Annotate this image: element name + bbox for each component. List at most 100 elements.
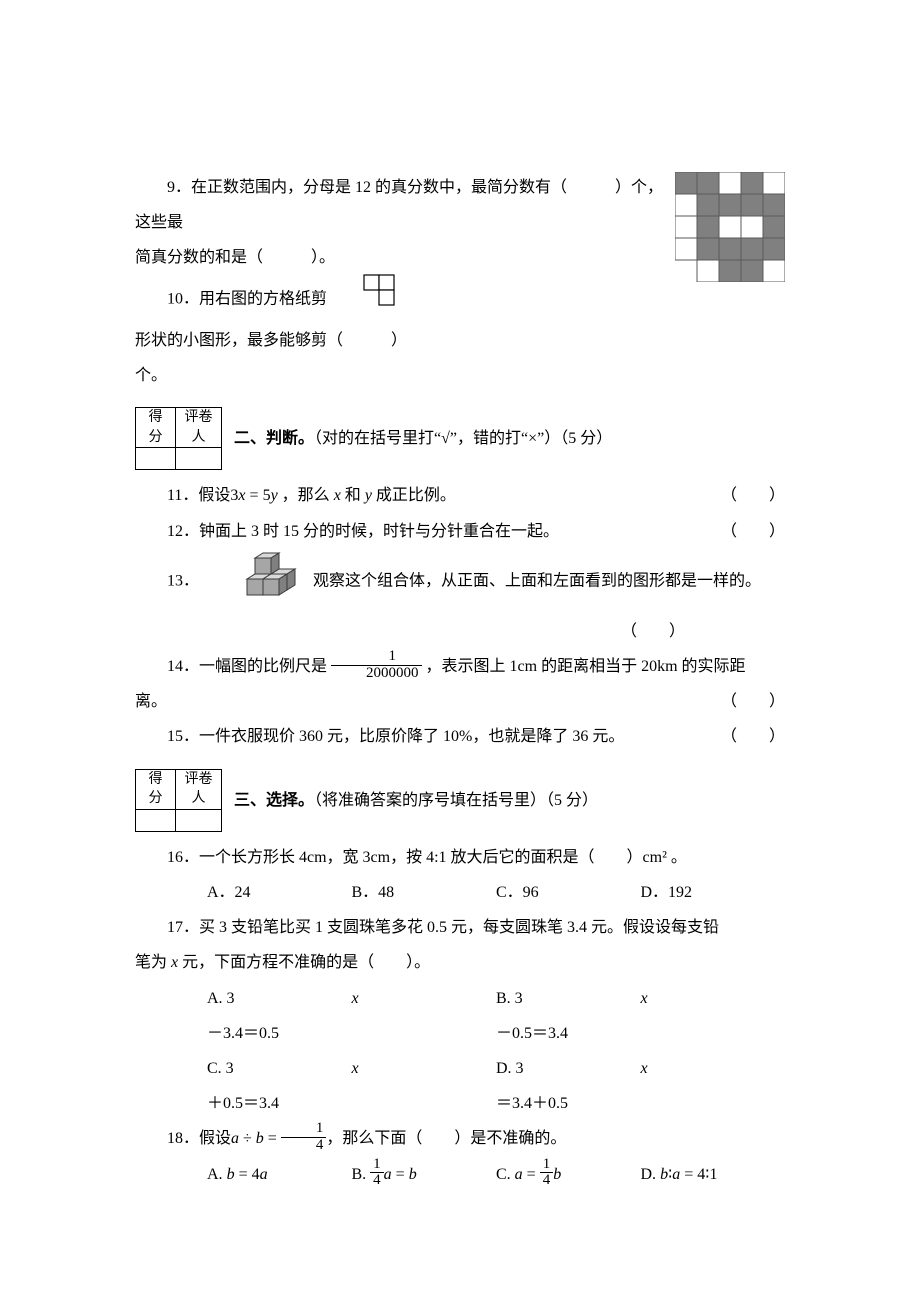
grader-label: 评卷人 (176, 408, 222, 448)
v: b (660, 1166, 668, 1183)
q18-eq: = (264, 1130, 281, 1147)
t: 1 (709, 1166, 717, 1183)
question-14-line2: 离。 （ ） (135, 684, 785, 719)
question-18: 18．假设a ÷ b = 1 4 ，那么下面（ ）是不准确的。 (135, 1121, 785, 1156)
grader-label: 评卷人 (176, 769, 222, 809)
q10-post: 形状的小图形，最多能够剪（ ） (135, 332, 407, 349)
score-label: 得 分 (136, 769, 176, 809)
q11-x: x (238, 487, 245, 504)
q18-post: ，那么下面（ ）是不准确的。 (326, 1130, 566, 1147)
cube-figure-icon (209, 549, 303, 614)
section-3-title: 三、选择。（将准确答案的序号填在括号里）（5 分） (234, 783, 598, 818)
q11-eq: = (246, 487, 263, 504)
q18-b: b (256, 1130, 264, 1147)
t: = (392, 1166, 409, 1183)
q14-fraction: 1 2000000 (331, 649, 422, 682)
q14-mid: ，表示图上 1cm 的距离相当于 20km 的实际距 (426, 658, 746, 675)
v: b (227, 1166, 235, 1183)
question-12: 12．钟面上 3 时 15 分的时候，时针与分针重合在一起。 （ ） (135, 514, 785, 549)
t: A. (207, 1166, 227, 1183)
grader-cell (176, 448, 222, 470)
q18-opt-d: D. b∶a = 4∶1 (641, 1157, 786, 1192)
q9-text-1: 9．在正数范围内，分母是 12 的真分数中，最简分数有（ ）个，这些最 (135, 179, 663, 231)
v: x (352, 1051, 497, 1086)
q11-y2: y (365, 487, 372, 504)
question-17-line2: 笔为 x 元，下面方程不准确的是（ ）。 (135, 945, 785, 980)
question-17: 17．买 3 支铅笔比买 1 支圆珠笔多花 0.5 元，每支圆珠笔 3.4 元。… (135, 910, 785, 945)
q11-5: 5 (263, 487, 271, 504)
score-label: 得 分 (136, 408, 176, 448)
score-cell (136, 448, 176, 470)
t: = 4 (235, 1166, 260, 1183)
t: A. 3 (207, 981, 352, 1016)
t: C. (496, 1166, 515, 1183)
q14-line2: 离。 (135, 693, 167, 710)
q17-opt-a: A. 3x －3.4＝0.5 (207, 981, 496, 1051)
q14-den: 2000000 (331, 666, 422, 682)
section-2-title: 二、判断。（对的在括号里打“√”，错的打“×”）（5 分） (234, 421, 612, 456)
n: 1 (370, 1157, 384, 1174)
q18-opt-c: C. a = 14b (496, 1157, 641, 1192)
q15-text: 15．一件衣服现价 360 元，比原价降了 10%，也就是降了 36 元。 (167, 728, 624, 745)
q18-div: ÷ (239, 1130, 256, 1147)
v: b (553, 1166, 561, 1183)
t: C. 3 (207, 1051, 352, 1086)
section-3-header: 得 分 评卷人 三、选择。（将准确答案的序号填在括号里）（5 分） (135, 769, 785, 832)
q17-opt-b: B. 3x －0.5＝3.4 (496, 981, 785, 1051)
q18-opt-a: A. b = 4a (207, 1157, 352, 1192)
q10-pre: 10．用右图的方格纸剪 (167, 290, 331, 307)
d: 4 (370, 1173, 384, 1189)
q16-options: A．24 B．48 C．96 D．192 (135, 875, 785, 910)
t: ＝3.4＋0.5 (496, 1086, 641, 1121)
sec3-note: （将准确答案的序号填在括号里）（5 分） (314, 792, 598, 809)
q18-den: 4 (281, 1138, 327, 1154)
t: B. 3 (496, 981, 641, 1016)
q18-opt-b: B. 14a = b (352, 1157, 497, 1192)
v: x (641, 1051, 786, 1086)
q17-line1: 17．买 3 支铅笔比买 1 支圆珠笔多花 0.5 元，每支圆珠笔 3.4 元。… (167, 919, 719, 936)
q13-paren: （ ） (621, 623, 685, 640)
q17-opt-d: D. 3x ＝3.4＋0.5 (496, 1051, 785, 1121)
q13-pre: 13． (167, 572, 199, 589)
q16-opt-a: A．24 (207, 875, 352, 910)
q14-pre: 14．一幅图的比例尺是 (167, 658, 331, 675)
score-cell (136, 809, 176, 831)
question-15: 15．一件衣服现价 360 元，比原价降了 10%，也就是降了 36 元。 （ … (135, 719, 785, 754)
v: x (352, 981, 497, 1016)
n: 1 (540, 1157, 554, 1174)
score-box-2: 得 分 评卷人 (135, 407, 222, 470)
q10-line2: 个。 (135, 367, 167, 384)
q17-opt-c: C. 3x ＋0.5＝3.4 (207, 1051, 496, 1121)
q14-num: 1 (331, 649, 422, 666)
q11-y: y (271, 487, 278, 504)
l-shape-icon (331, 274, 397, 321)
t: = 4 (680, 1166, 705, 1183)
grid-figure (675, 172, 785, 295)
sec3-bold: 三、选择。 (234, 792, 314, 809)
q11-paren: （ ） (689, 478, 785, 513)
q16-opt-c: C．96 (496, 875, 641, 910)
q17-l2-pre: 笔为 (135, 954, 171, 971)
q12-paren: （ ） (689, 514, 785, 549)
q11-and: 和 (341, 487, 365, 504)
q11-pre: 11．假设 (167, 487, 230, 504)
question-13-paren-row: （ ） (135, 614, 685, 649)
v: a (515, 1166, 523, 1183)
q18-pre: 18．假设 (167, 1130, 231, 1147)
q18-num: 1 (281, 1121, 327, 1138)
q16-opt-d: D．192 (641, 875, 786, 910)
grader-cell (176, 809, 222, 831)
question-16: 16．一个长方形长 4cm，宽 3cm，按 4:1 放大后它的面积是（ ）cm²… (135, 840, 785, 875)
q17-l2-post: 元，下面方程不准确的是（ ）。 (178, 954, 430, 971)
t: = (523, 1166, 540, 1183)
v: a (260, 1166, 268, 1183)
t: D. (641, 1166, 661, 1183)
question-14: 14．一幅图的比例尺是 1 2000000 ，表示图上 1cm 的距离相当于 2… (135, 649, 785, 684)
q18-frac: 1 4 (281, 1121, 327, 1154)
question-11: 11．假设3x = 5y ，那么 x 和 y 成正比例。 （ ） (135, 478, 785, 513)
q12-text: 12．钟面上 3 时 15 分的时候，时针与分针重合在一起。 (167, 523, 559, 540)
sec2-bold: 二、判断。 (234, 430, 314, 447)
q9-text-2: 简真分数的和是（ ）。 (135, 249, 335, 266)
score-box-3: 得 分 评卷人 (135, 769, 222, 832)
v: x (641, 981, 786, 1016)
